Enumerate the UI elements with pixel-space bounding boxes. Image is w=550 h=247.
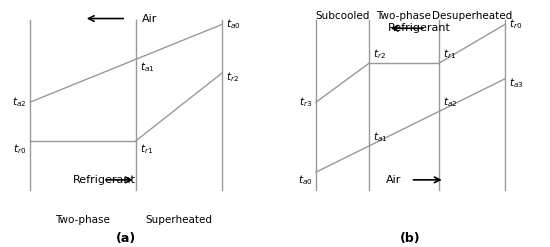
Text: Two-phase: Two-phase — [56, 215, 111, 225]
Text: $t_{a3}$: $t_{a3}$ — [509, 76, 524, 90]
Text: $t_{r0}$: $t_{r0}$ — [509, 18, 522, 31]
Text: Desuperheated: Desuperheated — [432, 11, 512, 21]
Text: (b): (b) — [400, 232, 421, 245]
Text: Refrigerant: Refrigerant — [388, 23, 451, 33]
Text: Two-phase: Two-phase — [377, 11, 431, 21]
Text: $t_{a1}$: $t_{a1}$ — [140, 60, 154, 74]
Text: $t_{r0}$: $t_{r0}$ — [13, 142, 26, 156]
Text: $t_{r3}$: $t_{r3}$ — [299, 95, 312, 109]
Text: $t_{a2}$: $t_{a2}$ — [443, 95, 457, 109]
Text: Air: Air — [386, 175, 402, 185]
Text: $t_{r1}$: $t_{r1}$ — [443, 47, 456, 61]
Text: $t_{r2}$: $t_{r2}$ — [226, 70, 239, 84]
Text: Subcooled: Subcooled — [315, 11, 370, 21]
Text: $t_{r2}$: $t_{r2}$ — [373, 47, 386, 61]
Text: $t_{r1}$: $t_{r1}$ — [140, 142, 152, 156]
Text: Superheated: Superheated — [145, 215, 212, 225]
Text: $t_{a0}$: $t_{a0}$ — [298, 173, 312, 187]
Text: (a): (a) — [116, 232, 136, 245]
Text: Air: Air — [141, 14, 157, 23]
Text: $t_{a2}$: $t_{a2}$ — [12, 95, 26, 109]
Text: $t_{a1}$: $t_{a1}$ — [373, 130, 387, 144]
Text: Refrigerant: Refrigerant — [73, 175, 135, 185]
Text: $t_{a0}$: $t_{a0}$ — [226, 18, 240, 31]
